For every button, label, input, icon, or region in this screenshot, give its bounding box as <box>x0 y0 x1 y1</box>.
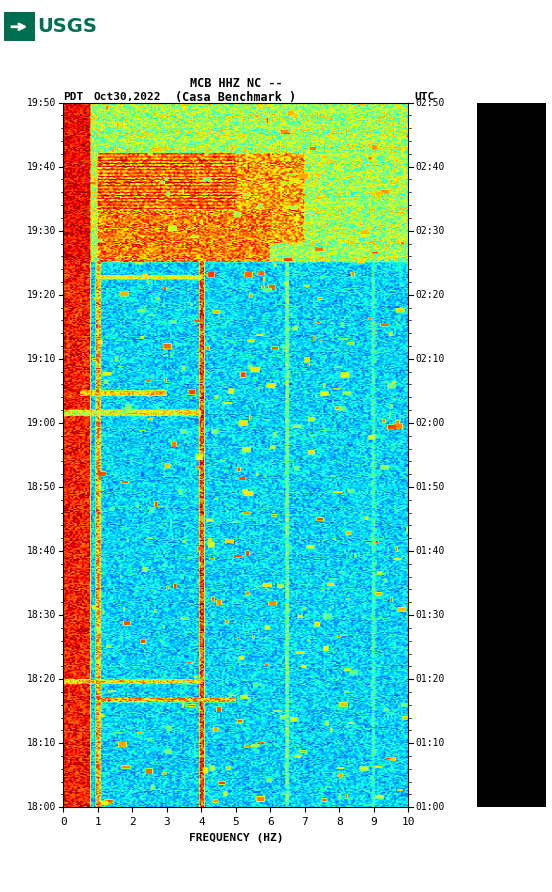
Text: 02:10: 02:10 <box>416 354 445 364</box>
Text: 01:20: 01:20 <box>416 674 445 684</box>
Text: 01:10: 01:10 <box>416 739 445 748</box>
Text: 01:30: 01:30 <box>416 610 445 620</box>
Text: 02:00: 02:00 <box>416 417 445 428</box>
Text: 19:50: 19:50 <box>27 97 56 108</box>
Text: 19:20: 19:20 <box>27 290 56 300</box>
Text: 18:40: 18:40 <box>27 546 56 556</box>
Text: 18:10: 18:10 <box>27 739 56 748</box>
Text: 02:50: 02:50 <box>416 97 445 108</box>
Text: 18:50: 18:50 <box>27 482 56 492</box>
Text: (Casa Benchmark ): (Casa Benchmark ) <box>176 91 296 103</box>
Text: 02:30: 02:30 <box>416 226 445 235</box>
Text: 01:50: 01:50 <box>416 482 445 492</box>
Text: 18:30: 18:30 <box>27 610 56 620</box>
Text: 18:00: 18:00 <box>27 802 56 813</box>
Text: UTC: UTC <box>414 92 434 103</box>
Text: Oct30,2022: Oct30,2022 <box>94 92 161 103</box>
Text: 02:20: 02:20 <box>416 290 445 300</box>
Text: 19:40: 19:40 <box>27 161 56 171</box>
Text: 01:00: 01:00 <box>416 802 445 813</box>
Text: 01:40: 01:40 <box>416 546 445 556</box>
Text: 02:40: 02:40 <box>416 161 445 171</box>
Text: 19:30: 19:30 <box>27 226 56 235</box>
Text: 19:00: 19:00 <box>27 417 56 428</box>
Text: PDT: PDT <box>63 92 84 103</box>
Text: 19:10: 19:10 <box>27 354 56 364</box>
Text: 18:20: 18:20 <box>27 674 56 684</box>
Text: MCB HHZ NC --: MCB HHZ NC -- <box>190 78 282 90</box>
X-axis label: FREQUENCY (HZ): FREQUENCY (HZ) <box>189 832 283 843</box>
Text: USGS: USGS <box>38 17 97 37</box>
